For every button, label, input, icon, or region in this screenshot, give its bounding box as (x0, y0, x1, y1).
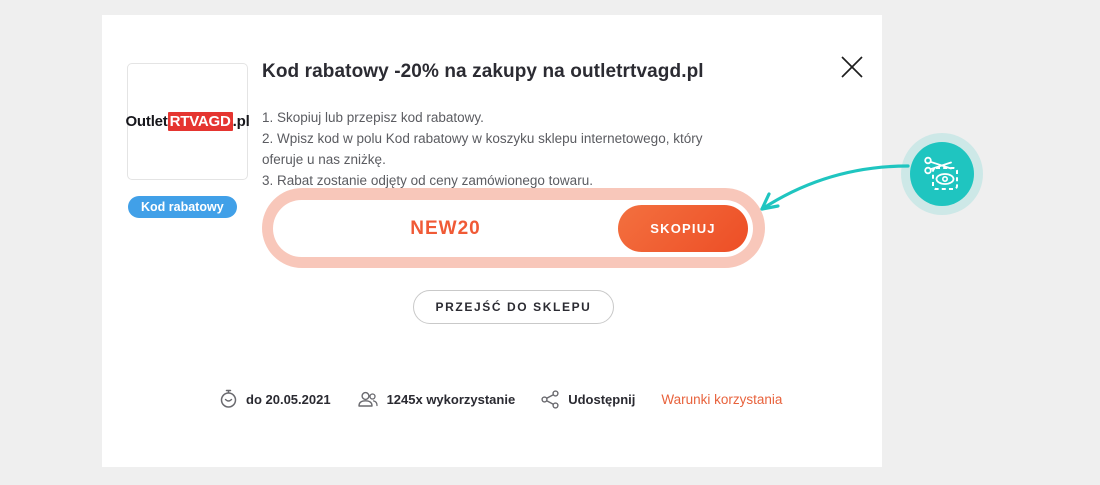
validity-item: do 20.05.2021 (219, 389, 331, 409)
copy-code-button[interactable]: SKOPIUJ (618, 205, 748, 252)
share-text[interactable]: Udostępnij (568, 391, 636, 407)
close-icon (841, 56, 863, 78)
logo-highlight: RTVAGD (167, 112, 233, 131)
store-logo: Outlet RTVAGD .pl (125, 63, 250, 180)
coupon-instructions: 1. Skopiuj lub przepisz kod rabatowy. 2.… (262, 108, 724, 192)
usage-text: 1245x wykorzystanie (386, 391, 516, 407)
coupon-type-badge: Kod rabatowy (128, 196, 237, 218)
validity-text: do 20.05.2021 (246, 391, 331, 407)
share-item[interactable]: Udostępnij (541, 389, 636, 409)
scissors-cut-badge (910, 142, 974, 206)
coupon-code-field: NEW20 SKOPIUJ (273, 200, 753, 257)
stopwatch-icon (220, 389, 237, 408)
instruction-step: 2. Wpisz kod w polu Kod rabatowy w koszy… (262, 130, 703, 167)
coupon-code-value: NEW20 (410, 217, 481, 239)
close-button[interactable] (836, 51, 868, 83)
instruction-step: 3. Rabat zostanie odjęty od ceny zamówio… (262, 172, 593, 188)
store-logo-text: Outlet RTVAGD .pl (125, 112, 250, 131)
scissors-cut-halo (901, 133, 983, 215)
share-icon (541, 389, 559, 409)
coupon-title: Kod rabatowy -20% na zakupy na outletrtv… (262, 61, 704, 82)
users-icon (357, 391, 378, 407)
go-to-shop-button[interactable]: PRZEJŚĆ DO SKLEPU (413, 290, 614, 324)
scissors-cut-icon (924, 156, 958, 190)
terms-link[interactable]: Warunki korzystania (661, 391, 783, 407)
usage-item: 1245x wykorzystanie (357, 390, 516, 408)
coupon-modal: Outlet RTVAGD .pl Kod rabatowy Kod rabatow… (102, 15, 882, 467)
coupon-meta-footer: do 20.05.2021 1245x wykorzystanie (219, 389, 782, 409)
instruction-step: 1. Skopiuj lub przepisz kod rabatowy. (262, 110, 484, 125)
coupon-code-container: NEW20 SKOPIUJ (262, 188, 765, 268)
